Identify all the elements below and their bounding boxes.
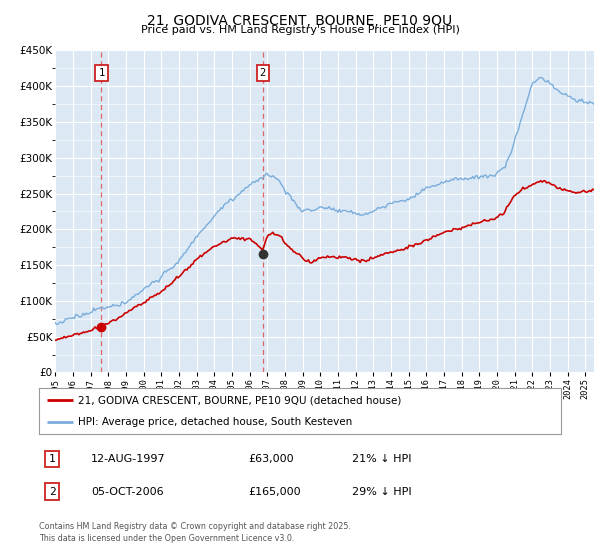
Text: 21, GODIVA CRESCENT, BOURNE, PE10 9QU: 21, GODIVA CRESCENT, BOURNE, PE10 9QU: [148, 14, 452, 28]
Text: Price paid vs. HM Land Registry's House Price Index (HPI): Price paid vs. HM Land Registry's House …: [140, 25, 460, 35]
Text: 21% ↓ HPI: 21% ↓ HPI: [352, 454, 412, 464]
Text: 1: 1: [98, 68, 104, 78]
Text: £165,000: £165,000: [248, 487, 301, 497]
Text: 2: 2: [49, 487, 55, 497]
Text: HPI: Average price, detached house, South Kesteven: HPI: Average price, detached house, Sout…: [78, 417, 352, 427]
Text: 1: 1: [49, 454, 55, 464]
Text: 05-OCT-2006: 05-OCT-2006: [91, 487, 164, 497]
Text: 12-AUG-1997: 12-AUG-1997: [91, 454, 166, 464]
Text: 29% ↓ HPI: 29% ↓ HPI: [352, 487, 412, 497]
Text: 2: 2: [260, 68, 266, 78]
Text: 21, GODIVA CRESCENT, BOURNE, PE10 9QU (detached house): 21, GODIVA CRESCENT, BOURNE, PE10 9QU (d…: [78, 395, 401, 405]
Text: £63,000: £63,000: [248, 454, 293, 464]
Text: Contains HM Land Registry data © Crown copyright and database right 2025.
This d: Contains HM Land Registry data © Crown c…: [39, 522, 351, 543]
